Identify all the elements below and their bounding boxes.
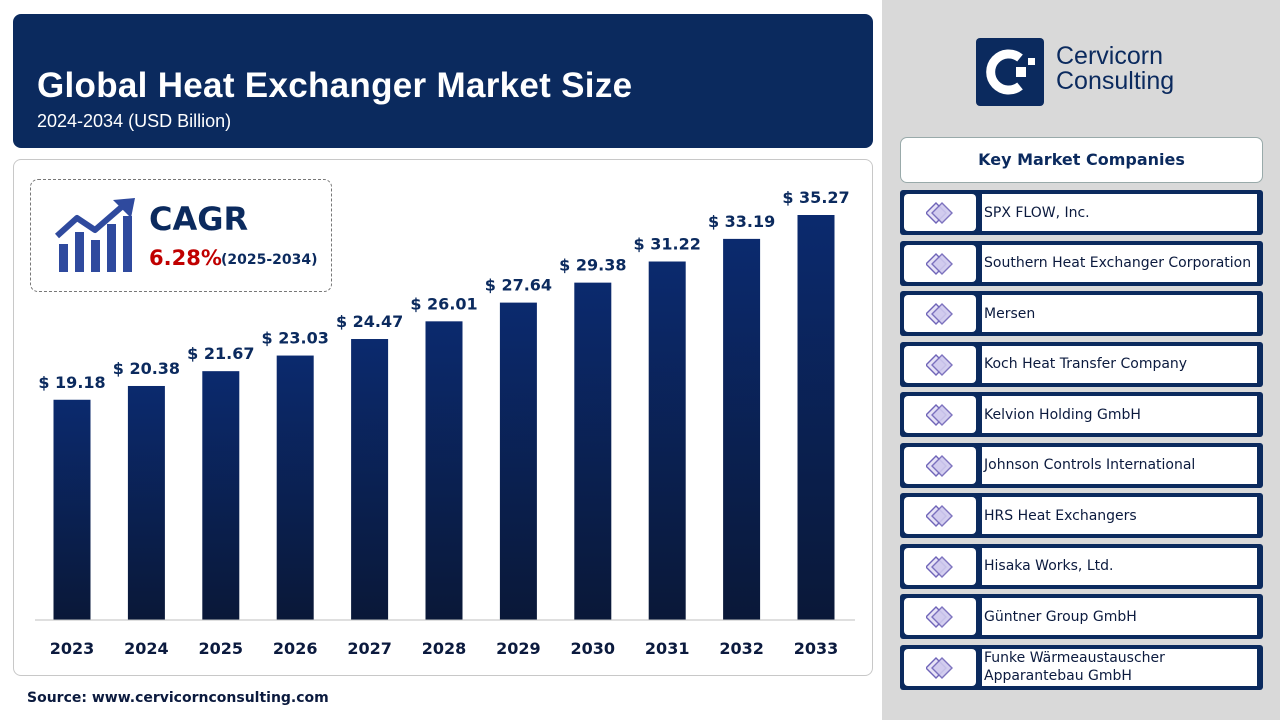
- bar-2026: [276, 355, 314, 620]
- company-item: Koch Heat Transfer Company: [900, 341, 1263, 387]
- company-chip: [904, 446, 976, 484]
- company-item: SPX FLOW, Inc.: [900, 190, 1263, 235]
- bar-2032: [723, 238, 761, 620]
- cagr-value: 6.28%: [149, 246, 222, 270]
- x-tick-label: 2026: [273, 639, 318, 658]
- value-label: $ 31.22: [634, 235, 701, 254]
- page-subtitle: 2024-2034 (USD Billion): [37, 111, 232, 131]
- diamond-icon: [926, 252, 953, 275]
- brand-name-line2: Consulting: [1056, 67, 1175, 95]
- cagr-label: CAGR: [149, 200, 249, 238]
- diamond-icon: [926, 606, 953, 628]
- x-tick-label: 2031: [645, 639, 690, 658]
- company-item: Kelvion Holding GmbH: [900, 392, 1263, 437]
- diamond-icon: [926, 656, 953, 679]
- diamond-icon: [926, 505, 953, 527]
- value-label: $ 33.19: [708, 212, 775, 231]
- company-item: Southern Heat Exchanger Corporation: [900, 240, 1263, 286]
- value-label: $ 23.03: [262, 329, 329, 348]
- value-label: $ 35.27: [782, 188, 849, 207]
- x-tick-label: 2032: [719, 639, 764, 658]
- value-label: $ 26.01: [410, 294, 477, 313]
- bar-2030: [574, 282, 612, 620]
- header-banner: Global Heat Exchanger Market Size 2024-2…: [13, 14, 873, 148]
- diamond-icon: [926, 353, 953, 376]
- bar-2027: [351, 339, 389, 620]
- company-chip: [904, 244, 976, 282]
- bar-2025: [202, 371, 240, 620]
- company-chip: [904, 598, 976, 635]
- bar-2031: [648, 261, 686, 620]
- diamond-icon: [926, 404, 953, 426]
- company-name: HRS Heat Exchangers: [982, 497, 1257, 534]
- company-name: Funke Wärmeaustauscher Apparantebau GmbH: [982, 648, 1257, 686]
- x-tick-label: 2029: [496, 639, 541, 658]
- company-item: Güntner Group GmbH: [900, 594, 1263, 639]
- growth-chart-icon: [54, 198, 135, 272]
- value-label: $ 19.18: [38, 373, 105, 392]
- page-title: Global Heat Exchanger Market Size: [37, 66, 633, 105]
- value-label: $ 20.38: [113, 359, 180, 378]
- x-tick-label: 2027: [347, 639, 392, 658]
- bars-group: [53, 215, 835, 620]
- x-tick-label: 2030: [571, 639, 616, 658]
- bar-2024: [127, 385, 165, 620]
- logo-mark-icon: [976, 38, 1044, 106]
- cagr-box: CAGR 6.28% (2025-2034): [30, 179, 332, 292]
- bar-2029: [499, 302, 537, 620]
- company-name: Kelvion Holding GmbH: [982, 396, 1257, 433]
- x-tick-label: 2028: [422, 639, 467, 658]
- diamond-icon: [926, 202, 953, 224]
- x-tick-label: 2025: [199, 639, 244, 658]
- source-note: Source: www.cervicornconsulting.com: [27, 690, 329, 706]
- brand-logo: Cervicorn Consulting: [976, 38, 1256, 108]
- brand-name: Cervicorn Consulting: [1056, 44, 1174, 94]
- diamond-icon: [926, 454, 953, 477]
- company-chip: [904, 547, 976, 585]
- company-name: Southern Heat Exchanger Corporation: [982, 244, 1257, 282]
- company-chip: [904, 497, 976, 534]
- x-tick-label: 2033: [794, 639, 839, 658]
- x-tick-label: 2024: [124, 639, 169, 658]
- value-label: $ 21.67: [187, 344, 254, 363]
- value-labels: $ 19.18 $ 20.38 $ 21.67 $ 23.03 $ 24.47 $ 26.…: [38, 188, 849, 392]
- company-name: Güntner Group GmbH: [982, 598, 1257, 635]
- value-label: $ 27.64: [485, 276, 552, 295]
- company-name: Mersen: [982, 295, 1257, 332]
- company-name: Johnson Controls International: [982, 446, 1257, 484]
- company-chip: [904, 194, 976, 231]
- company-item: Johnson Controls International: [900, 442, 1263, 488]
- company-name: Koch Heat Transfer Company: [982, 345, 1257, 383]
- key-companies-heading: Key Market Companies: [900, 137, 1263, 183]
- diamond-icon: [926, 303, 953, 325]
- company-name: Hisaka Works, Ltd.: [982, 547, 1257, 585]
- diamond-icon: [926, 555, 953, 578]
- bar-2028: [425, 321, 463, 620]
- company-item: Mersen: [900, 291, 1263, 336]
- bar-2033: [797, 215, 835, 620]
- x-tick-labels: 2023 2024 2025 2026 2027 2028 2029 2030 2031 2032…: [50, 639, 839, 658]
- company-item: HRS Heat Exchangers: [900, 493, 1263, 538]
- value-label: $ 24.47: [336, 312, 403, 331]
- company-item: Hisaka Works, Ltd.: [900, 543, 1263, 589]
- company-chip: [904, 396, 976, 433]
- cagr-period: (2025-2034): [221, 252, 318, 268]
- company-chip: [904, 345, 976, 383]
- x-tick-label: 2023: [50, 639, 95, 658]
- value-label: $ 29.38: [559, 256, 626, 275]
- company-chip: [904, 648, 976, 686]
- bar-2023: [53, 399, 91, 620]
- company-item: Funke Wärmeaustauscher Apparantebau GmbH: [900, 644, 1263, 690]
- company-chip: [904, 295, 976, 332]
- company-name: SPX FLOW, Inc.: [982, 194, 1257, 231]
- brand-name-line1: Cervicorn: [1056, 42, 1163, 70]
- bar-chart: 2023 2024 2025 2026 2027 2028 2029 2030 2031 2032…: [35, 188, 855, 658]
